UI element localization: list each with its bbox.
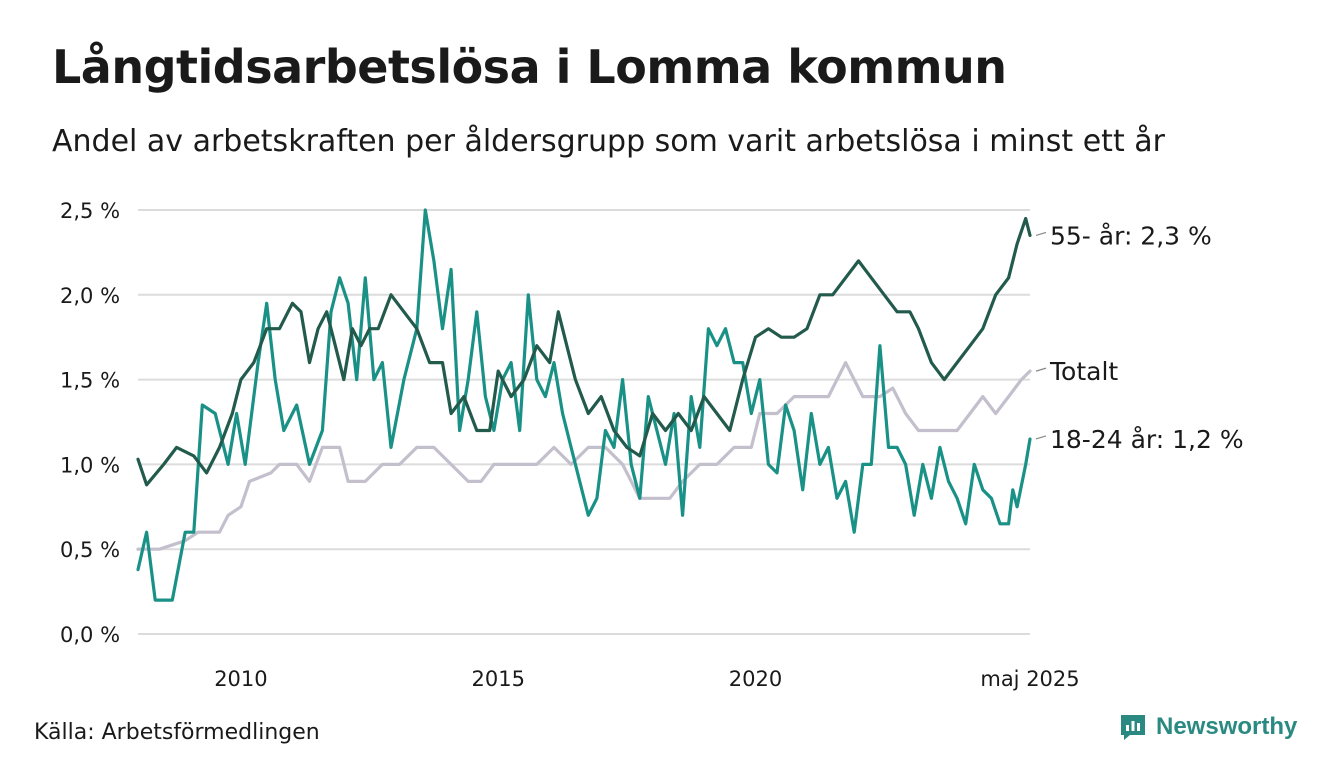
y-tick-label: 0,0 % — [60, 623, 120, 647]
y-tick-label: 2,0 % — [60, 284, 120, 308]
end-label-connector — [1035, 367, 1047, 372]
chart-title: Långtidsarbetslösa i Lomma kommun — [52, 40, 1007, 94]
end-label-age-18-24: 18-24 år: 1,2 % — [1050, 425, 1244, 454]
y-tick-label: 1,5 % — [60, 369, 120, 393]
series-line-totalt — [136, 361, 1032, 551]
x-tick-label: 2020 — [729, 667, 782, 691]
y-tick-label: 2,5 % — [60, 199, 120, 223]
brand-logo: Newsworthy — [1118, 712, 1297, 742]
y-tick-label: 0,5 % — [60, 538, 120, 562]
x-tick-label: 2010 — [214, 667, 267, 691]
end-label-connector — [1035, 231, 1047, 237]
brand-name: Newsworthy — [1156, 713, 1298, 740]
end-label-connector — [1035, 435, 1047, 440]
newsworthy-logo-icon — [1121, 715, 1145, 740]
end-label-age-55: 55- år: 2,3 % — [1050, 221, 1212, 250]
chart-subtitle: Andel av arbetskraften per åldersgrupp s… — [52, 124, 1165, 159]
y-tick-label: 1,0 % — [60, 453, 120, 477]
x-tick-label: maj 2025 — [980, 667, 1079, 691]
end-label-totalt: Totalt — [1049, 357, 1118, 386]
series-line-age-55 — [136, 216, 1032, 487]
source-note: Källa: Arbetsförmedlingen — [34, 720, 320, 745]
x-tick-label: 2015 — [472, 667, 525, 691]
series-line-age-18-24 — [136, 208, 1032, 602]
